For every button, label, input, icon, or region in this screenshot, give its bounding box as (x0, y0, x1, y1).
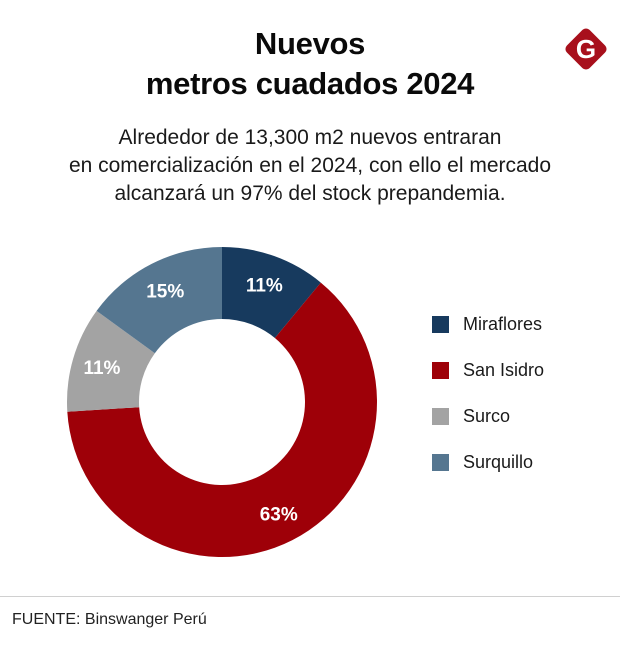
title-line-2: metros cuadados 2024 (145, 66, 475, 101)
chart-legend: Miraflores San Isidro Surco Surquillo (432, 313, 544, 497)
title-line-1: Nuevos (254, 26, 366, 61)
legend-swatch-surco (432, 408, 449, 425)
legend-item-san-isidro: San Isidro (432, 359, 544, 382)
subtitle-line-3: alcanzará un 97% del stock prepandemia. (114, 182, 506, 205)
chart-title: Nuevos metros cuadados 2024 (0, 24, 620, 104)
slice-label-san-isidro: 63% (260, 504, 298, 525)
donut-labels: 11% 63% 11% 15% (83, 275, 297, 525)
slice-label-surco: 11% (83, 358, 120, 379)
donut-slices (66, 247, 378, 557)
logo-letter: G (576, 34, 596, 64)
legend-swatch-surquillo (432, 454, 449, 471)
gestion-logo-icon: G (565, 28, 607, 70)
footer-divider (0, 596, 620, 597)
logo-diamond (565, 28, 607, 70)
subtitle-line-2: en comercialización en el 2024, con ello… (68, 154, 552, 177)
chart-subtitle: Alrededor de 13,300 m2 nuevos entraran e… (0, 124, 620, 208)
legend-swatch-san-isidro (432, 362, 449, 379)
legend-label-miraflores: Miraflores (463, 314, 543, 334)
slice-san-isidro (67, 282, 378, 557)
legend-label-surco: Surco (463, 406, 511, 426)
legend-item-surco: Surco (432, 405, 544, 428)
donut-chart: 11% 63% 11% 15% (66, 247, 378, 557)
legend-item-miraflores: Miraflores (432, 313, 544, 336)
legend-swatch-miraflores (432, 316, 449, 333)
subtitle-line-1: Alrededor de 13,300 m2 nuevos entraran (118, 126, 502, 149)
legend-label-san-isidro: San Isidro (463, 360, 545, 380)
legend-item-surquillo: Surquillo (432, 451, 544, 474)
legend-label-surquillo: Surquillo (463, 452, 534, 472)
slice-surco (66, 310, 155, 412)
slice-label-surquillo: 15% (146, 282, 184, 303)
slice-miraflores (222, 247, 321, 339)
slice-label-miraflores: 11% (246, 275, 283, 296)
slice-surquillo (96, 247, 222, 354)
source-note: FUENTE: Binswanger Perú (12, 611, 207, 628)
